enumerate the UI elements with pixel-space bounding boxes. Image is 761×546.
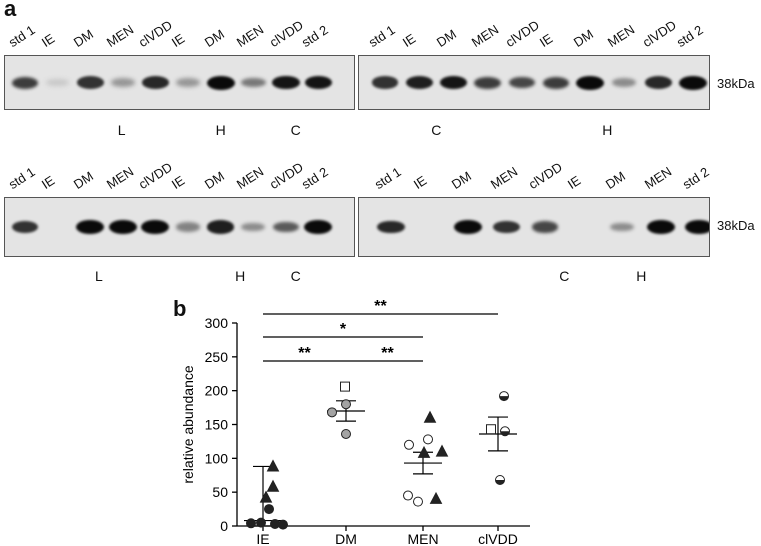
x-tick-label: DM [335, 531, 357, 546]
data-point-circle [404, 439, 414, 450]
sample-group-label: L [117, 122, 126, 138]
data-point-circle [423, 434, 433, 445]
data-point-triangle [435, 444, 449, 457]
protein-band [108, 220, 137, 234]
protein-band [542, 76, 570, 89]
data-point-square [486, 424, 496, 435]
protein-band [508, 76, 535, 89]
protein-band [439, 75, 468, 90]
data-point-triangle [417, 445, 431, 458]
blot-membrane [358, 197, 710, 257]
y-tick-label: 100 [205, 450, 229, 466]
data-point-triangle [259, 490, 273, 503]
data-point-triangle [423, 410, 437, 423]
protein-band [271, 75, 300, 90]
protein-band [304, 220, 333, 234]
protein-band [110, 78, 135, 87]
protein-band [304, 75, 333, 90]
protein-band [141, 220, 170, 234]
sample-group-label: H [235, 268, 246, 284]
data-point-square [340, 381, 350, 392]
x-tick-label: IE [256, 531, 269, 546]
protein-band [531, 221, 559, 233]
protein-band [609, 222, 635, 232]
significance-label: ** [374, 298, 387, 315]
data-point-triangle [429, 491, 443, 504]
significance-label: ** [298, 345, 311, 362]
sample-group-label: C [559, 268, 570, 284]
data-point-circle [341, 399, 351, 410]
panel-b-letter: b [173, 296, 187, 321]
x-tick-label: MEN [407, 531, 438, 546]
protein-band [240, 77, 266, 88]
data-point-half-fill [495, 479, 505, 485]
y-tick-label: 250 [205, 349, 229, 365]
protein-band [273, 221, 299, 233]
data-point-half-fill [499, 396, 509, 401]
data-point-triangle [266, 459, 280, 472]
significance-label: ** [381, 345, 394, 362]
blot-membrane [4, 197, 355, 257]
y-tick-label: 0 [220, 518, 228, 534]
protein-band [405, 75, 433, 90]
protein-band [646, 220, 675, 234]
protein-band [206, 75, 235, 90]
sample-group-label: C [431, 122, 442, 138]
sample-group-label: L [94, 268, 103, 284]
protein-band [474, 76, 501, 89]
blot-membrane [358, 55, 710, 110]
sample-group-label: H [636, 268, 647, 284]
protein-band [11, 220, 39, 234]
y-tick-label: 150 [205, 417, 229, 433]
protein-band [46, 79, 69, 86]
data-point-triangle [266, 479, 280, 492]
protein-band [206, 220, 235, 234]
protein-band [493, 220, 520, 234]
protein-band [645, 76, 673, 89]
protein-band [76, 220, 105, 234]
protein-band [454, 220, 482, 234]
significance-label: * [340, 321, 347, 338]
protein-band [576, 75, 605, 90]
panel-a-letter: a [4, 0, 17, 21]
data-point-half-fill [500, 431, 510, 436]
protein-band [241, 222, 266, 232]
y-tick-label: 200 [205, 383, 229, 399]
protein-band [678, 75, 707, 90]
protein-band [371, 76, 399, 89]
protein-band [76, 76, 104, 89]
blot-membrane [4, 55, 355, 110]
protein-band [612, 78, 637, 87]
y-axis-label: relative abundance [180, 365, 196, 484]
x-tick-label: clVDD [478, 531, 518, 546]
sample-group-label: C [290, 122, 301, 138]
data-point-circle [413, 496, 423, 507]
protein-band [175, 222, 201, 232]
molecular-weight-label-top: 38kDa [717, 76, 755, 91]
data-point-circle [246, 518, 256, 529]
protein-band [377, 220, 405, 234]
data-point-circle [264, 504, 274, 515]
data-point-circle [327, 407, 337, 418]
data-point-circle [341, 428, 351, 439]
protein-band [685, 220, 709, 234]
data-point-circle [278, 519, 288, 530]
protein-band [141, 76, 169, 89]
protein-band [176, 78, 200, 87]
protein-band [11, 76, 39, 89]
data-point-circle [256, 517, 266, 528]
sample-group-label: H [602, 122, 613, 138]
sample-group-label: H [215, 122, 226, 138]
data-point-circle [403, 490, 413, 501]
y-tick-label: 50 [212, 484, 228, 500]
y-tick-label: 300 [205, 315, 229, 331]
molecular-weight-label-bottom: 38kDa [717, 218, 755, 233]
sample-group-label: C [290, 268, 301, 284]
